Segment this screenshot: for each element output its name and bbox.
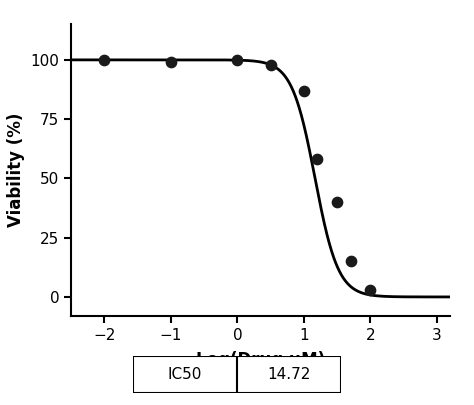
Text: 14.72: 14.72 [267, 367, 311, 382]
Point [267, 62, 274, 68]
Point [167, 59, 175, 66]
Point [100, 57, 108, 63]
X-axis label: Log(Drug μM): Log(Drug μM) [196, 351, 325, 369]
Text: IC50: IC50 [168, 367, 202, 382]
Point [367, 287, 374, 293]
Point [313, 156, 321, 163]
Y-axis label: Viability (%): Viability (%) [7, 113, 25, 227]
Point [333, 199, 341, 205]
Point [346, 258, 354, 264]
Point [234, 57, 241, 63]
Point [300, 87, 308, 94]
